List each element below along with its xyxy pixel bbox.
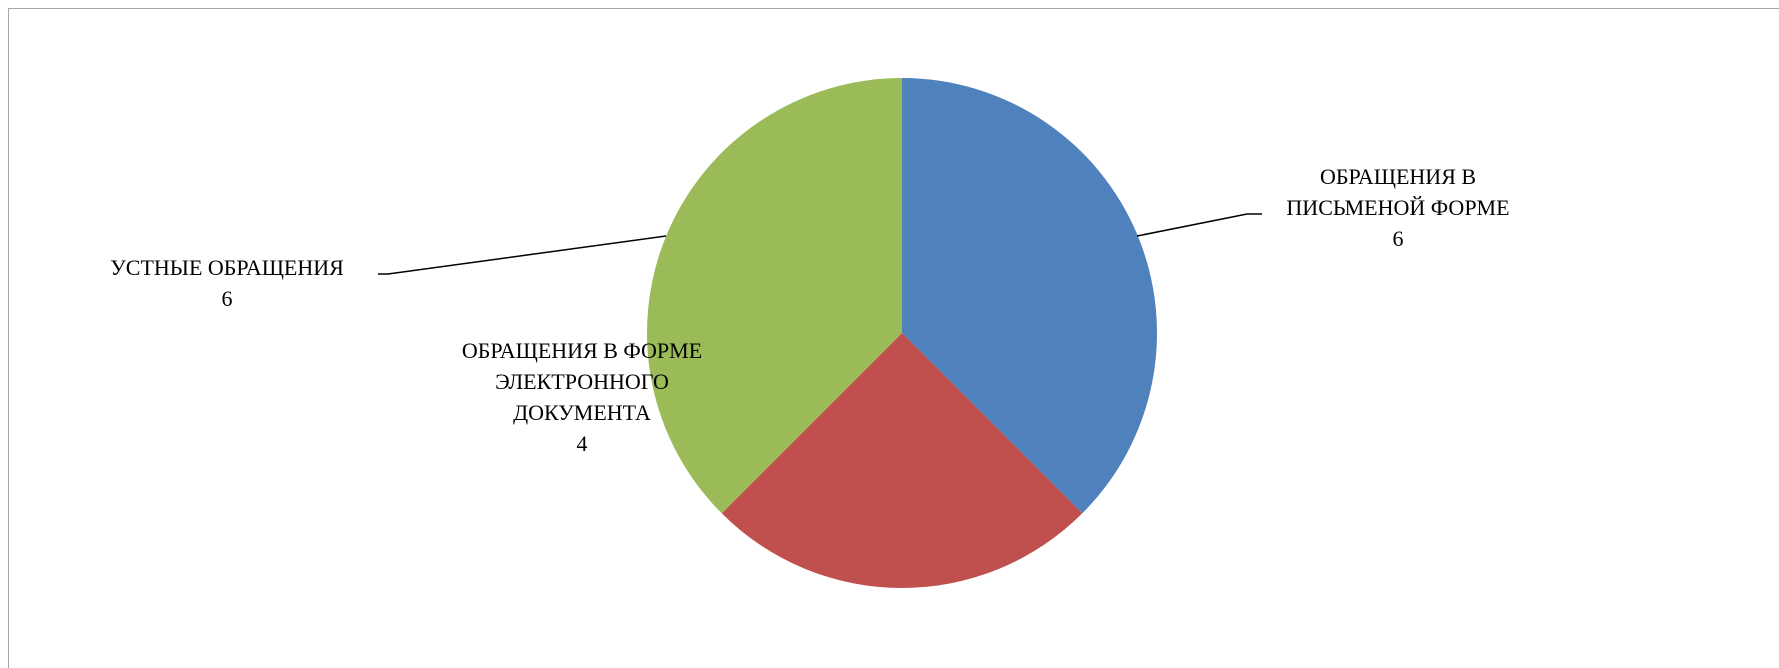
- data-label-text: ОБРАЩЕНИЯ В ФОРМЕ: [462, 338, 702, 363]
- data-label-value: 6: [1393, 226, 1404, 251]
- chart-frame: [8, 8, 1779, 668]
- data-label-text: ОБРАЩЕНИЯ В: [1320, 164, 1476, 189]
- data-label-text: ДОКУМЕНТА: [513, 400, 651, 425]
- data-label-value: 6: [222, 286, 233, 311]
- pie-slices: [647, 78, 1157, 588]
- data-label-text: УСТНЫЕ ОБРАЩЕНИЯ: [110, 255, 344, 280]
- data-label-1: ОБРАЩЕНИЯ В ПИСЬМЕНОЙ ФОРМЕ 6: [1286, 164, 1509, 251]
- pie-slice-3: [647, 78, 902, 514]
- leader-line-1: [1136, 213, 1262, 237]
- data-label-value: 4: [577, 431, 588, 456]
- data-label-text: ПИСЬМЕНОЙ ФОРМЕ: [1286, 195, 1509, 220]
- data-label-2: ОБРАЩЕНИЯ В ФОРМЕ ЭЛЕКТРОННОГО ДОКУМЕНТА 4: [462, 338, 702, 456]
- pie-chart: ОБРАЩЕНИЯ В ПИСЬМЕНОЙ ФОРМЕ 6 ОБРАЩЕНИЯ В Ф…: [110, 78, 1510, 588]
- leader-line-3: [378, 235, 667, 275]
- pie-slice-2: [721, 333, 1083, 588]
- data-label-text: ЭЛЕКТРОННОГО: [495, 369, 669, 394]
- data-label-3: УСТНЫЕ ОБРАЩЕНИЯ 6: [110, 255, 344, 311]
- pie-slice-1: [902, 78, 1157, 514]
- leader-lines: [378, 213, 1262, 275]
- data-labels: ОБРАЩЕНИЯ В ПИСЬМЕНОЙ ФОРМЕ 6 ОБРАЩЕНИЯ В Ф…: [110, 164, 1509, 456]
